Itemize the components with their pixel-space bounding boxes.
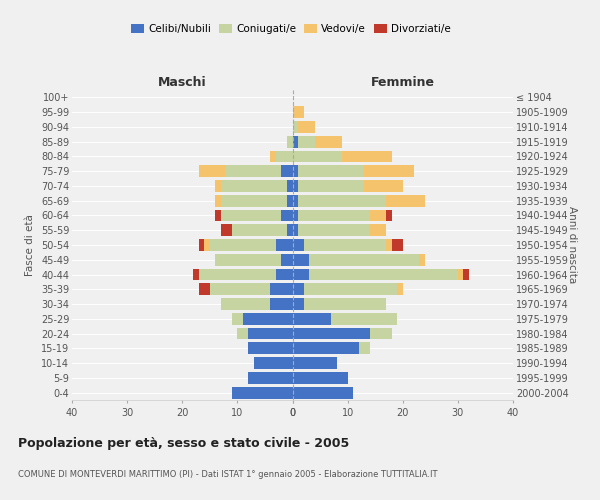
Bar <box>298 180 364 192</box>
Bar <box>293 136 298 147</box>
Bar <box>304 239 386 251</box>
Legend: Celibi/Nubili, Coniugati/e, Vedovi/e, Divorziati/e: Celibi/Nubili, Coniugati/e, Vedovi/e, Di… <box>127 20 455 38</box>
Bar <box>276 150 293 162</box>
Bar <box>210 284 271 295</box>
Bar <box>215 180 221 192</box>
Bar <box>370 328 392 340</box>
Bar <box>458 268 463 280</box>
Bar <box>271 284 293 295</box>
Bar <box>193 268 199 280</box>
Bar <box>293 195 298 206</box>
Bar <box>370 224 386 236</box>
Bar <box>370 210 386 222</box>
Bar <box>397 284 403 295</box>
Bar <box>293 239 304 251</box>
Bar <box>221 298 271 310</box>
Bar <box>254 357 293 369</box>
Bar <box>226 166 281 177</box>
Bar <box>293 342 359 354</box>
Bar <box>293 150 342 162</box>
Bar <box>293 166 298 177</box>
Bar <box>392 239 403 251</box>
Bar <box>298 166 364 177</box>
Bar <box>293 224 298 236</box>
Bar <box>293 254 309 266</box>
Y-axis label: Fasce di età: Fasce di età <box>25 214 35 276</box>
Bar <box>386 195 425 206</box>
Y-axis label: Anni di nascita: Anni di nascita <box>567 206 577 284</box>
Bar <box>204 239 210 251</box>
Bar <box>293 357 337 369</box>
Bar <box>281 210 293 222</box>
Bar <box>221 180 287 192</box>
Bar <box>281 166 293 177</box>
Bar <box>304 298 386 310</box>
Title: Femmine: Femmine <box>371 76 435 89</box>
Bar <box>463 268 469 280</box>
Bar <box>199 268 276 280</box>
Bar <box>215 254 281 266</box>
Bar <box>293 210 298 222</box>
Bar <box>232 386 293 398</box>
Bar <box>238 328 248 340</box>
Bar <box>309 268 458 280</box>
Bar <box>281 254 293 266</box>
Bar <box>331 313 397 324</box>
Bar <box>293 284 304 295</box>
Bar <box>287 195 293 206</box>
Title: Maschi: Maschi <box>158 76 206 89</box>
Bar <box>243 313 293 324</box>
Text: Popolazione per età, sesso e stato civile - 2005: Popolazione per età, sesso e stato civil… <box>18 438 349 450</box>
Bar <box>293 313 331 324</box>
Bar <box>293 372 347 384</box>
Bar <box>293 386 353 398</box>
Bar <box>293 328 370 340</box>
Bar <box>298 224 370 236</box>
Bar <box>221 224 232 236</box>
Bar <box>287 136 293 147</box>
Bar <box>248 328 293 340</box>
Bar <box>298 195 386 206</box>
Bar <box>293 180 298 192</box>
Bar <box>215 195 221 206</box>
Bar <box>199 239 204 251</box>
Bar <box>276 268 293 280</box>
Bar <box>304 284 397 295</box>
Bar <box>342 150 392 162</box>
Bar <box>199 166 226 177</box>
Bar <box>293 298 304 310</box>
Bar <box>309 254 419 266</box>
Bar <box>215 210 221 222</box>
Bar <box>221 195 287 206</box>
Bar <box>314 136 342 147</box>
Bar <box>287 224 293 236</box>
Bar <box>293 106 304 118</box>
Bar <box>359 342 370 354</box>
Bar <box>364 180 403 192</box>
Bar <box>298 136 314 147</box>
Bar <box>248 372 293 384</box>
Bar <box>386 239 392 251</box>
Bar <box>271 150 276 162</box>
Bar <box>419 254 425 266</box>
Bar <box>298 121 314 133</box>
Bar <box>248 342 293 354</box>
Bar <box>232 224 287 236</box>
Bar <box>232 313 243 324</box>
Bar <box>386 210 392 222</box>
Bar <box>287 180 293 192</box>
Bar <box>298 210 370 222</box>
Bar <box>293 121 298 133</box>
Bar <box>364 166 414 177</box>
Bar <box>210 239 276 251</box>
Text: COMUNE DI MONTEVERDI MARITTIMO (PI) - Dati ISTAT 1° gennaio 2005 - Elaborazione : COMUNE DI MONTEVERDI MARITTIMO (PI) - Da… <box>18 470 437 479</box>
Bar <box>293 268 309 280</box>
Bar <box>271 298 293 310</box>
Bar <box>199 284 210 295</box>
Bar <box>276 239 293 251</box>
Bar <box>221 210 281 222</box>
